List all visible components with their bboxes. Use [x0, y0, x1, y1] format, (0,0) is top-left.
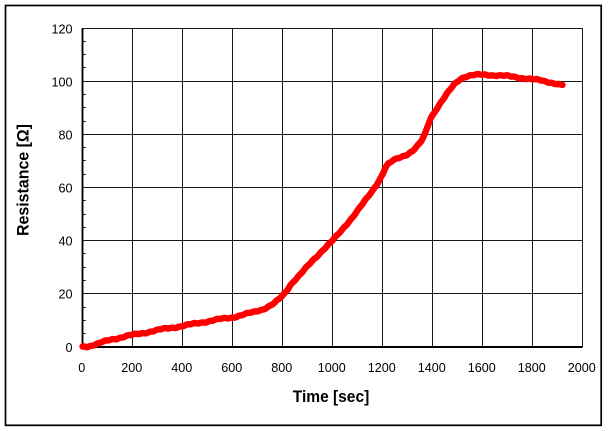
svg-text:0: 0 — [65, 341, 72, 355]
svg-text:Time [sec]: Time [sec] — [293, 388, 370, 406]
svg-text:Resistance [Ω]: Resistance [Ω] — [15, 124, 33, 236]
svg-text:1400: 1400 — [418, 361, 446, 375]
svg-text:1600: 1600 — [468, 361, 496, 375]
svg-text:2000: 2000 — [568, 361, 596, 375]
svg-text:100: 100 — [51, 76, 72, 90]
svg-text:1800: 1800 — [518, 361, 546, 375]
svg-text:120: 120 — [51, 23, 72, 37]
svg-text:600: 600 — [221, 361, 242, 375]
svg-text:20: 20 — [58, 288, 72, 302]
svg-text:200: 200 — [121, 361, 142, 375]
svg-text:1000: 1000 — [318, 361, 346, 375]
svg-text:0: 0 — [78, 361, 85, 375]
svg-text:80: 80 — [58, 129, 72, 143]
svg-text:800: 800 — [271, 361, 292, 375]
svg-text:1200: 1200 — [368, 361, 396, 375]
svg-text:400: 400 — [171, 361, 192, 375]
svg-text:40: 40 — [58, 235, 72, 249]
svg-text:60: 60 — [58, 182, 72, 196]
